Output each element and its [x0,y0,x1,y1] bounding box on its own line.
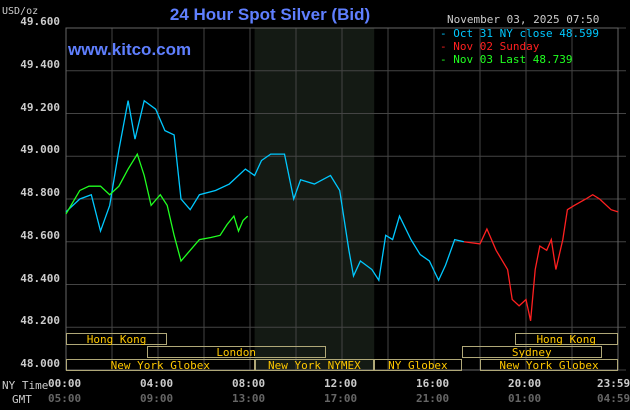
y-tick-label: 49.000 [20,143,60,157]
x-tick-label: 04:00 [140,377,174,390]
ny-time-label: NY Time [2,379,49,392]
session-bar: New York Globex [66,359,255,371]
gmt-tick-label: 09:00 [140,392,174,405]
x-tick-label: 00:00 [48,377,82,390]
y-tick-label: 48.600 [20,228,60,242]
series-line-0 [65,99,465,283]
session-bar: Sydney [461,346,602,358]
session-bar: New York Globex [480,359,618,371]
legend-marker: - [440,53,454,66]
legend-entry: - Oct 31 NY close 48.599 [440,27,599,40]
chart-title: 24 Hour Spot Silver (Bid) [169,5,371,24]
series-line-1 [463,193,619,321]
y-tick-label: 49.400 [20,57,60,71]
session-bar: Hong Kong [66,333,168,345]
gmt-tick-label: 21:00 [416,392,450,405]
y-tick-label: 48.000 [20,357,60,370]
x-tick-label: 20:00 [508,377,542,390]
gmt-tick-label: 05:00 [48,392,82,405]
legend-entry: - Nov 02 Sunday [440,40,539,53]
site-link[interactable]: www.kitco.com [68,40,192,59]
x-tick-label: 08:00 [232,377,266,390]
y-tick-label: 49.200 [20,100,60,114]
y-tick-label: 49.600 [20,15,60,28]
x-tick-label: 16:00 [416,377,450,390]
gmt-tick-label: 13:00 [232,392,266,405]
y-tick-label: 48.400 [20,271,60,285]
gmt-tick-label: 01:00 [508,392,542,405]
y-tick-label: 48.200 [20,314,60,328]
gmt-label: GMT [12,393,32,406]
session-bar: NY Globex [374,359,462,371]
legend-marker: - [440,40,454,53]
x-tick-label: 23:59 [597,377,630,390]
y-axis-unit: USD/oz [2,6,39,17]
legend-label: Oct 31 NY close 48.599 [453,27,599,40]
series-line-2 [65,152,249,263]
legend-entry: - Nov 03 Last 48.739 [440,53,572,66]
legend-marker: - [440,27,454,40]
x-tick-label: 12:00 [324,377,358,390]
gmt-tick-label: 17:00 [324,392,358,405]
legend-label: Nov 02 Sunday [453,40,540,53]
timestamp: November 03, 2025 07:50 [447,13,600,26]
gmt-tick-label: 04:59 [597,392,630,405]
session-bar: Hong Kong [514,333,618,345]
session-bar: London [146,346,326,358]
session-bar: New York NYMEX [254,359,375,371]
legend-label: Nov 03 Last 48.739 [453,53,573,66]
y-tick-label: 48.800 [20,186,60,199]
